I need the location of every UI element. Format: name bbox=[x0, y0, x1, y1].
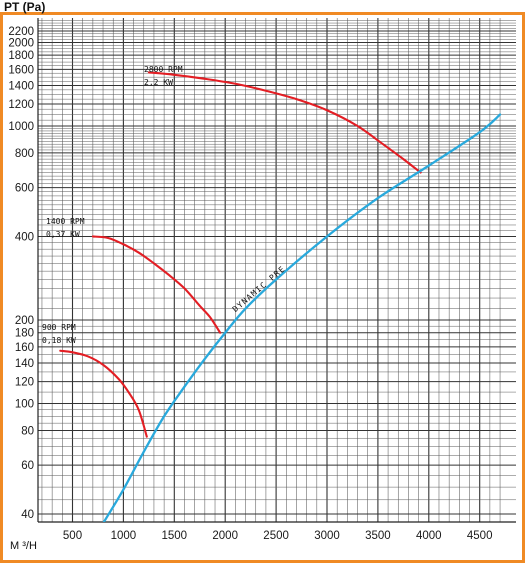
y-tick-label: 200 bbox=[15, 315, 34, 327]
curve-label-line: 0,37 KW bbox=[46, 230, 80, 239]
series-group bbox=[59, 71, 502, 522]
x-tick-label: 4000 bbox=[416, 530, 442, 542]
y-tick-label: 80 bbox=[21, 425, 34, 437]
y-tick-label: 400 bbox=[15, 231, 34, 243]
x-tick-label: 2500 bbox=[263, 530, 289, 542]
y-tick-label: 600 bbox=[15, 183, 34, 195]
curve-label-line: 2,2 KW bbox=[144, 78, 173, 87]
x-tick-label: 3000 bbox=[314, 530, 340, 542]
y-tick-label: 1200 bbox=[8, 99, 34, 111]
y-tick-label: 40 bbox=[21, 509, 34, 521]
x-tick-label: 1500 bbox=[162, 530, 188, 542]
x-tick-label: 4500 bbox=[467, 530, 493, 542]
curve-label-line: 1400 RPM bbox=[46, 217, 85, 226]
y-tick-label: 1000 bbox=[8, 121, 34, 133]
curve-label-line: 0,18 KW bbox=[42, 336, 76, 345]
curve-1400-rpm bbox=[91, 235, 222, 334]
y-tick-label: 2000 bbox=[8, 37, 34, 49]
x-axis-label: M ³/H bbox=[10, 540, 37, 552]
y-tick-label: 1600 bbox=[8, 64, 34, 76]
y-tick-label: 180 bbox=[15, 328, 34, 340]
y-tick-label: 120 bbox=[15, 377, 34, 389]
y-tick-label: 1800 bbox=[8, 50, 34, 62]
curve-2800-rpm bbox=[147, 71, 422, 174]
y-tick-label: 60 bbox=[21, 460, 34, 472]
curve-900-rpm bbox=[59, 349, 148, 438]
x-tick-labels: 500 1000 1500 2000 2500 3000 3500 4000 4500 bbox=[63, 530, 493, 542]
x-tick-label: 1000 bbox=[111, 530, 137, 542]
y-tick-label: 140 bbox=[15, 358, 34, 370]
grid bbox=[37, 18, 516, 523]
chart-frame bbox=[0, 12, 525, 563]
y-tick-label: 100 bbox=[15, 399, 34, 411]
curve-dynamic-pressure bbox=[102, 113, 502, 522]
y-tick-label: 1400 bbox=[8, 80, 34, 92]
x-tick-label: 3500 bbox=[365, 530, 391, 542]
y-tick-label: 2200 bbox=[8, 26, 34, 38]
curve-label-line: 2800 RPM bbox=[144, 65, 183, 74]
y-tick-label: 160 bbox=[15, 342, 34, 354]
y-axis-label: PT (Pa) bbox=[4, 0, 45, 14]
y-tick-label: 800 bbox=[15, 148, 34, 160]
x-tick-label: 500 bbox=[63, 530, 82, 542]
curve-label-line: 900 RPM bbox=[42, 323, 76, 332]
x-tick-label: 2000 bbox=[212, 530, 238, 542]
